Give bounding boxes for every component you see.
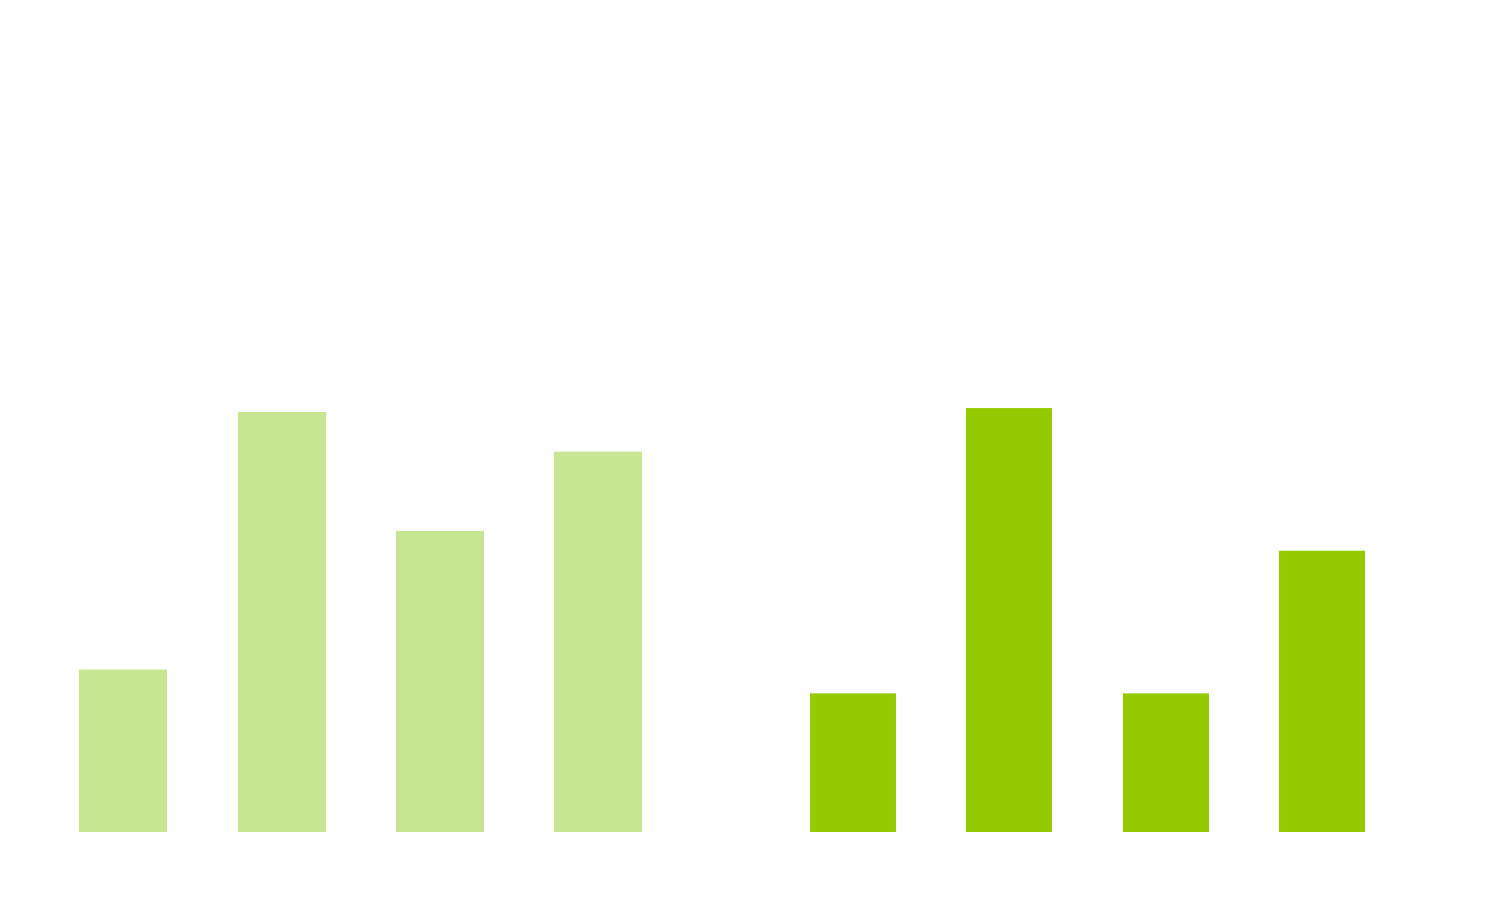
bar-light-4: [554, 451, 642, 832]
bar-light-3: [396, 530, 484, 832]
bar-dark-1: [810, 693, 896, 832]
bar-light-2: [238, 412, 326, 832]
chart-panel-light-green: [79, 412, 642, 832]
bar-dark-3: [1123, 693, 1209, 832]
chart-panel-dark-green: [810, 408, 1365, 832]
bar-dark-2: [966, 408, 1052, 832]
bar-light-1: [79, 669, 167, 832]
bar-dark-4: [1279, 550, 1365, 832]
